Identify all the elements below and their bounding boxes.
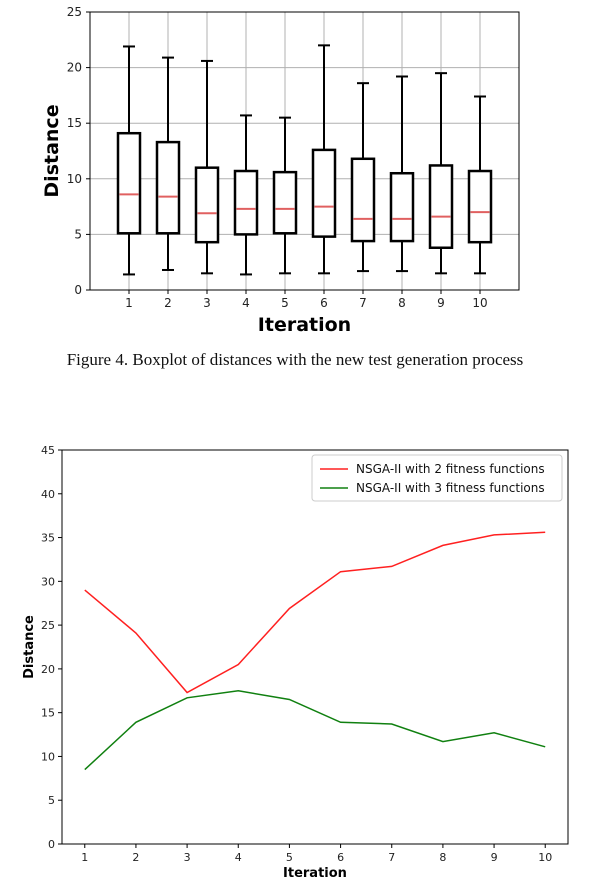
x-tick-label: 6 — [337, 851, 344, 864]
x-axis-label: Iteration — [283, 866, 347, 881]
x-tick-label: 9 — [491, 851, 498, 864]
box-iteration-10 — [467, 95, 493, 275]
y-tick-label: 45 — [41, 444, 55, 457]
y-tick-label: 10 — [41, 750, 55, 763]
y-tick-label: 5 — [48, 794, 55, 807]
iqr-box — [155, 140, 181, 235]
box-iteration-4 — [233, 114, 259, 276]
series-line-1 — [84, 531, 546, 694]
y-tick-label: 0 — [74, 283, 82, 297]
x-tick-label: 5 — [286, 851, 293, 864]
legend: NSGA-II with 2 fitness functions NSGA-II … — [311, 454, 563, 502]
x-tick-label: 7 — [388, 851, 395, 864]
x-tick-label: 10 — [472, 296, 487, 310]
box-iteration-3 — [194, 59, 220, 275]
plot-frame — [61, 449, 569, 845]
iqr-box — [350, 157, 376, 243]
box-iteration-1 — [116, 45, 142, 276]
box-iteration-6 — [311, 44, 337, 275]
x-axis-label: Iteration — [258, 314, 351, 336]
series-line-2 — [84, 690, 546, 771]
y-tick-label: 0 — [48, 838, 55, 851]
legend-box — [311, 454, 563, 502]
x-tick-label: 8 — [398, 296, 406, 310]
legend-label-2: NSGA-II with 3 fitness functions — [356, 481, 545, 495]
x-tick-label: 9 — [437, 296, 445, 310]
y-tick-label: 5 — [74, 227, 82, 241]
y-tick-label: 20 — [67, 61, 82, 75]
iqr-box — [116, 131, 142, 235]
iqr-box — [272, 170, 298, 235]
iqr-box — [389, 171, 415, 243]
box-iteration-2 — [155, 56, 181, 271]
box-iteration-7 — [350, 82, 376, 273]
x-tick-label: 7 — [359, 296, 367, 310]
x-tick-label: 3 — [203, 296, 211, 310]
plot-frame — [89, 11, 520, 291]
figure-caption: Figure 4. Boxplot of distances with the … — [66, 350, 524, 369]
x-tick-label: 8 — [439, 851, 446, 864]
y-tick-label: 10 — [67, 172, 82, 186]
y-tick-label: 15 — [67, 116, 82, 130]
y-tick-label: 40 — [41, 488, 55, 501]
x-tick-label: 2 — [132, 851, 139, 864]
x-tick-label: 4 — [242, 296, 250, 310]
x-tick-label: 5 — [281, 296, 289, 310]
y-axis-label: Distance — [22, 615, 37, 679]
y-tick-label: 25 — [67, 5, 82, 19]
y-tick-label: 30 — [41, 575, 55, 588]
iqr-box — [311, 148, 337, 238]
iqr-box — [467, 169, 493, 244]
iqr-box — [194, 166, 220, 244]
legend-label-1: NSGA-II with 2 fitness functions — [356, 462, 545, 476]
x-tick-label: 10 — [538, 851, 552, 864]
x-tick-label: 1 — [81, 851, 88, 864]
y-tick-label: 15 — [41, 707, 55, 720]
iqr-box — [428, 164, 454, 249]
iqr-box — [233, 169, 259, 236]
box-iteration-8 — [389, 75, 415, 273]
box-iteration-5 — [272, 116, 298, 275]
x-tick-label: 2 — [164, 296, 172, 310]
x-tick-label: 1 — [125, 296, 133, 310]
y-tick-label: 20 — [41, 663, 55, 676]
boxplot-figure: 0 5 10 15 20 25 1 2 3 4 5 6 7 8 9 10 Iteration Distance — [41, 5, 520, 336]
y-tick-label: 25 — [41, 619, 55, 632]
x-tick-label: 3 — [184, 851, 191, 864]
x-tick-label: 6 — [320, 296, 328, 310]
y-tick-label: 35 — [41, 532, 55, 545]
x-tick-label: 4 — [235, 851, 242, 864]
box-iteration-9 — [428, 72, 454, 275]
y-axis-label: Distance — [41, 104, 63, 197]
